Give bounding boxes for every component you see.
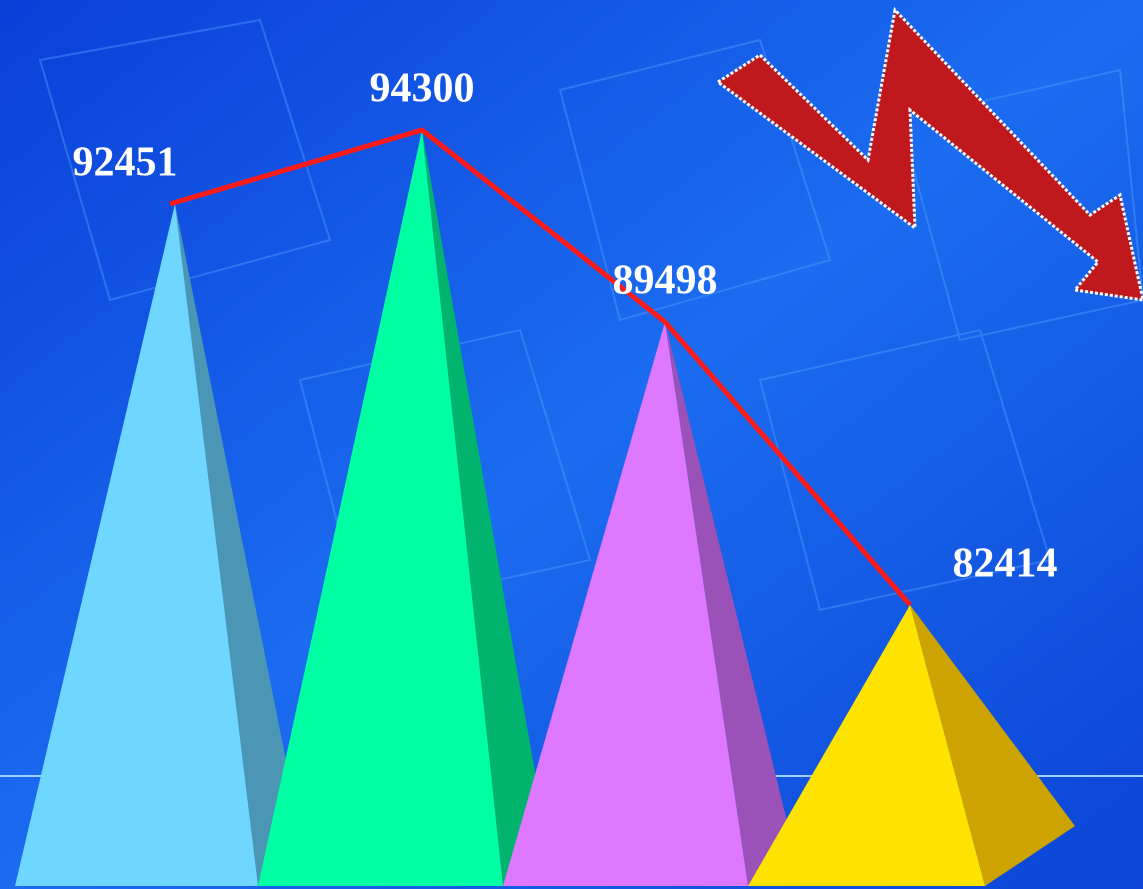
- value-label: 92451: [73, 140, 178, 186]
- value-label: 82414: [953, 541, 1058, 587]
- pyramid-side: [910, 605, 1075, 886]
- pyramid-side: [422, 130, 548, 886]
- labels: 92451 94300 89498 82414: [73, 66, 1058, 587]
- pyramid: [503, 321, 748, 887]
- pyramid: [15, 203, 258, 887]
- pyramid: [748, 605, 985, 886]
- pyramid-side: [665, 321, 793, 887]
- trend-line: [169, 127, 912, 607]
- value-label: 89498: [613, 258, 718, 304]
- pyramid-side: [175, 203, 303, 887]
- value-label: 94300: [370, 66, 475, 112]
- decline-arrow: [715, 6, 1143, 302]
- pyramid: [258, 130, 503, 886]
- pyramids: [15, 127, 1075, 887]
